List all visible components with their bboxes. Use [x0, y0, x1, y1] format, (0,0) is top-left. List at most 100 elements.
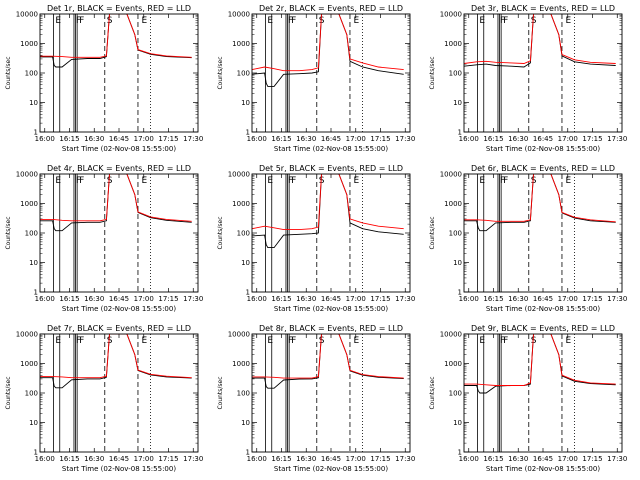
- x-tick-label: 17:00: [134, 295, 154, 303]
- x-tick-label: 17:30: [395, 295, 415, 303]
- lld-series: [252, 334, 404, 379]
- y-tick-label: 1000: [232, 360, 250, 368]
- x-tick-label: 16:00: [247, 135, 267, 143]
- y-tick-label: 1: [246, 449, 250, 457]
- x-tick-label: 16:30: [84, 135, 104, 143]
- x-tick-label: 17:30: [183, 135, 203, 143]
- x-tick-label: 17:00: [346, 295, 366, 303]
- y-tick-label: 1000: [444, 200, 462, 208]
- event-marker: E: [55, 176, 61, 186]
- event-marker: F: [288, 176, 293, 186]
- event-marker: F: [79, 336, 84, 346]
- event-marker: S: [531, 176, 537, 186]
- y-tick-label: 1000: [232, 200, 250, 208]
- plot-frame: [251, 173, 411, 293]
- y-tick-label: 10000: [440, 171, 462, 179]
- x-axis-label: Start Time (02-Nov-08 15:55:00): [486, 145, 600, 153]
- y-axis-label: Counts/sec: [429, 376, 436, 409]
- panel-title: Det 3r, BLACK = Events, RED = LLD: [471, 4, 615, 13]
- y-tick-label: 100: [449, 390, 462, 398]
- event-marker: F: [76, 176, 81, 186]
- event-marker: E: [55, 336, 61, 346]
- panel-title: Det 2r, BLACK = Events, RED = LLD: [259, 4, 403, 13]
- x-tick-label: 16:00: [35, 295, 55, 303]
- event-marker: E: [479, 16, 485, 26]
- y-axis-label: Counts/sec: [5, 216, 12, 249]
- event-marker: F: [76, 336, 81, 346]
- y-tick-label: 10: [453, 99, 462, 107]
- x-tick-label: 16:30: [508, 295, 528, 303]
- y-tick-label: 10: [29, 419, 38, 427]
- panel-title: Det 6r, BLACK = Events, RED = LLD: [471, 164, 615, 173]
- events-series: [40, 14, 192, 68]
- y-tick-label: 100: [449, 70, 462, 78]
- x-tick-label: 17:00: [134, 135, 154, 143]
- x-tick-label: 16:30: [84, 295, 104, 303]
- events-series: [252, 334, 404, 389]
- event-marker: F: [500, 336, 505, 346]
- x-axis-label: Start Time (02-Nov-08 15:55:00): [486, 305, 600, 313]
- x-tick-label: 16:15: [483, 455, 503, 463]
- x-axis-label: Start Time (02-Nov-08 15:55:00): [274, 305, 388, 313]
- event-marker: S: [531, 16, 537, 26]
- event-marker: E: [267, 336, 273, 346]
- event-marker: S: [319, 336, 325, 346]
- y-tick-label: 1000: [444, 40, 462, 48]
- x-tick-label: 17:15: [370, 135, 390, 143]
- x-tick-label: 16:45: [109, 295, 129, 303]
- panel-8: Det 8r, BLACK = Events, RED = LLD Counts/…: [217, 324, 415, 473]
- panel-6: Det 6r, BLACK = Events, RED = LLD Counts/…: [429, 164, 627, 313]
- lld-series: [464, 334, 616, 386]
- y-tick-label: 100: [25, 390, 38, 398]
- panel-title: Det 4r, BLACK = Events, RED = LLD: [47, 164, 191, 173]
- y-tick-label: 10: [453, 419, 462, 427]
- x-axis-label: Start Time (02-Nov-08 15:55:00): [62, 145, 176, 153]
- y-tick-label: 1: [34, 289, 38, 297]
- x-tick-label: 16:45: [321, 455, 341, 463]
- x-tick-label: 16:30: [296, 455, 316, 463]
- x-tick-label: 17:15: [370, 455, 390, 463]
- panel-title: Det 7r, BLACK = Events, RED = LLD: [47, 324, 191, 333]
- plot-frame: [463, 173, 623, 293]
- lld-series: [40, 174, 192, 222]
- event-marker: E: [354, 336, 360, 346]
- x-tick-label: 16:45: [533, 455, 553, 463]
- lld-series: [40, 334, 192, 379]
- x-tick-label: 16:15: [483, 135, 503, 143]
- x-tick-label: 16:45: [321, 135, 341, 143]
- plot-frame: [463, 13, 623, 133]
- x-tick-label: 16:15: [59, 135, 79, 143]
- x-tick-label: 16:00: [247, 295, 267, 303]
- x-tick-label: 17:30: [183, 455, 203, 463]
- y-tick-label: 10: [241, 99, 250, 107]
- event-marker: F: [291, 176, 296, 186]
- plot-frame: [39, 333, 199, 453]
- x-axis-label: Start Time (02-Nov-08 15:55:00): [274, 465, 388, 473]
- event-marker: E: [479, 336, 485, 346]
- lld-series: [464, 14, 616, 64]
- plot-frame: [251, 333, 411, 453]
- lld-series: [252, 14, 404, 72]
- y-tick-label: 10: [29, 99, 38, 107]
- events-series: [252, 174, 404, 249]
- y-tick-label: 10000: [16, 11, 38, 19]
- events-series: [40, 334, 192, 389]
- y-tick-label: 1: [34, 449, 38, 457]
- y-tick-label: 1: [246, 289, 250, 297]
- x-tick-label: 17:30: [183, 295, 203, 303]
- y-tick-label: 1: [458, 449, 462, 457]
- x-axis-label: Start Time (02-Nov-08 15:55:00): [62, 305, 176, 313]
- x-tick-label: 17:15: [158, 295, 178, 303]
- event-marker: E: [566, 16, 572, 26]
- event-marker: E: [479, 176, 485, 186]
- event-marker: F: [79, 176, 84, 186]
- x-tick-label: 17:00: [346, 135, 366, 143]
- event-marker: E: [566, 176, 572, 186]
- x-tick-label: 16:15: [271, 295, 291, 303]
- x-tick-label: 17:15: [582, 455, 602, 463]
- events-series: [464, 334, 616, 394]
- event-marker: E: [267, 16, 273, 26]
- y-tick-label: 1: [34, 129, 38, 137]
- y-tick-label: 10: [29, 259, 38, 267]
- panel-9: Det 9r, BLACK = Events, RED = LLD Counts/…: [429, 324, 627, 473]
